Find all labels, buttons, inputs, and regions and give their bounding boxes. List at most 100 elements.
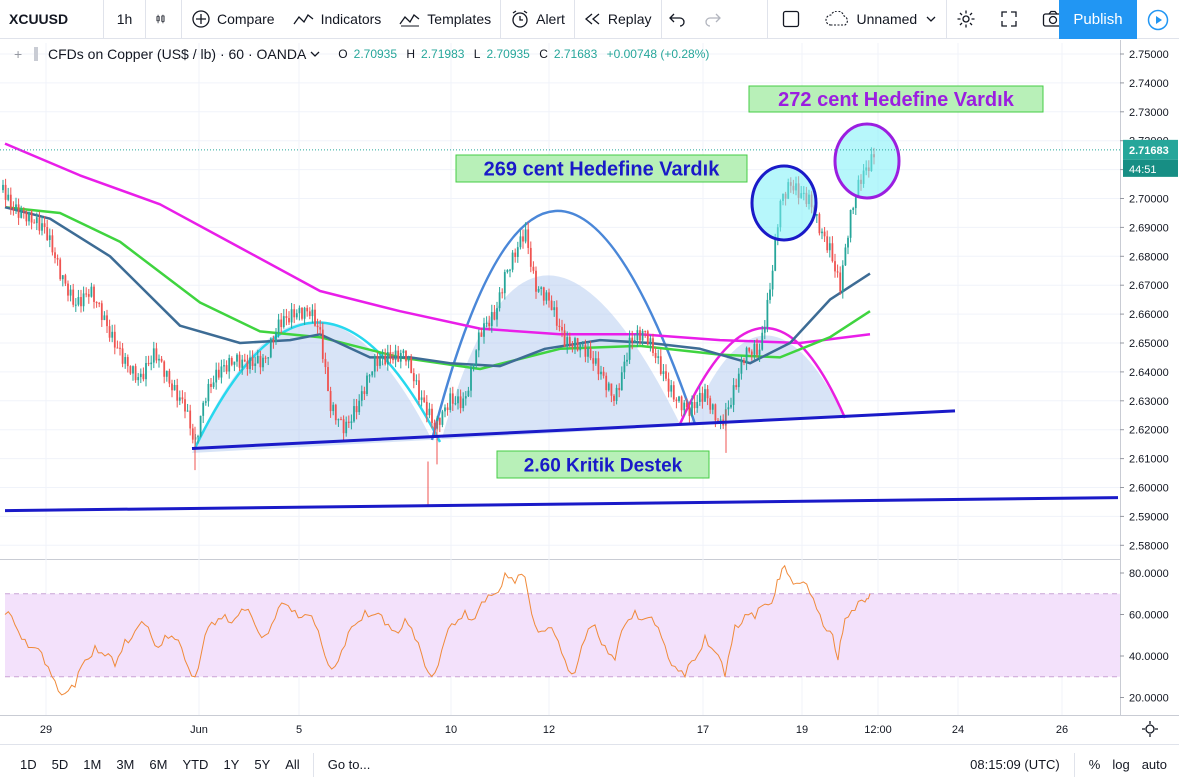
caret-down-icon[interactable]	[310, 50, 320, 58]
candle-body	[685, 402, 688, 408]
candle-body	[264, 357, 267, 359]
candle-body	[532, 266, 535, 271]
undo-button[interactable]	[662, 0, 698, 39]
templates-button[interactable]: Templates	[390, 0, 502, 39]
target-269-circle	[750, 164, 818, 242]
goto-button[interactable]: Go to...	[327, 757, 371, 772]
candle-body	[28, 211, 30, 222]
range-button-5d[interactable]: 5D	[51, 757, 69, 772]
candle-body	[441, 411, 444, 425]
countdown-text: 44:51	[1129, 164, 1157, 176]
play-button[interactable]	[1137, 0, 1179, 39]
indicators-button[interactable]: Indicators	[284, 0, 391, 39]
candle-body	[129, 366, 132, 374]
candle-body	[418, 380, 420, 400]
candle-body	[158, 358, 160, 361]
candle-body	[506, 269, 509, 273]
fullscreen-toggle[interactable]	[768, 0, 816, 39]
candle-body	[67, 283, 69, 296]
price-tick-label: 2.59000	[1129, 511, 1169, 523]
auto-toggle[interactable]: auto	[1141, 757, 1167, 772]
fullscreen-button[interactable]	[991, 0, 1033, 39]
range-button-1d[interactable]: 1D	[20, 757, 37, 772]
candle-body	[298, 307, 301, 314]
compare-button[interactable]: Compare	[182, 0, 284, 39]
range-button-1y[interactable]: 1Y	[223, 757, 240, 772]
candle-body	[74, 304, 77, 306]
cloud-icon	[825, 11, 848, 26]
alert-button[interactable]: Alert	[501, 0, 575, 39]
log-toggle[interactable]: log	[1112, 757, 1130, 772]
candle-body	[592, 358, 595, 364]
candle-body	[139, 373, 142, 378]
price-chart[interactable]: 272 cent Hedefine Vardık 269 cent Hedefin…	[0, 40, 1179, 744]
candle-body	[267, 357, 270, 359]
candle-body	[126, 357, 129, 367]
candle-body	[628, 337, 631, 360]
drag-handle[interactable]	[34, 47, 38, 61]
candle-body	[303, 307, 306, 319]
utc-clock[interactable]: 08:15:09 (UTC)	[970, 757, 1060, 772]
candle-body	[626, 359, 628, 362]
candle-body	[425, 401, 428, 416]
candle-body	[472, 364, 475, 367]
candle-body	[345, 421, 348, 434]
settings-button[interactable]	[947, 0, 991, 39]
percent-toggle[interactable]: %	[1088, 757, 1101, 772]
time-tick-label: 10	[445, 724, 457, 736]
candle-body	[680, 396, 683, 411]
candles-icon	[156, 14, 165, 24]
range-button-all[interactable]: All	[285, 757, 300, 772]
range-button-1m[interactable]: 1M	[83, 757, 102, 772]
candle-body	[295, 313, 298, 318]
candle-body	[600, 371, 602, 375]
trend-line	[4, 496, 1119, 513]
replay-button[interactable]: Replay	[575, 0, 662, 39]
plus-icon[interactable]: +	[14, 46, 23, 62]
candle-body	[243, 359, 246, 362]
candle-body	[566, 337, 569, 347]
candle-body	[56, 258, 59, 260]
open-value: 2.70935	[353, 47, 398, 61]
candle-body	[735, 385, 738, 388]
redo-button[interactable]	[698, 0, 768, 39]
chart-style-button[interactable]	[146, 0, 182, 39]
candle-body	[160, 358, 163, 362]
candle-body	[98, 303, 101, 305]
high-label: H	[406, 47, 416, 61]
moving-average-line	[4, 205, 871, 368]
candle-body	[766, 299, 769, 328]
candle-body	[173, 384, 176, 391]
interval-button[interactable]: 1h	[104, 0, 146, 39]
candle-body	[197, 436, 199, 438]
axis-settings-gear-icon[interactable]	[1142, 721, 1158, 737]
candle-body	[730, 404, 732, 408]
candle-body	[121, 348, 124, 364]
range-button-3m[interactable]: 3M	[116, 757, 135, 772]
candle-body	[462, 398, 465, 409]
candle-body	[672, 385, 675, 400]
candle-body	[246, 361, 249, 370]
annotation-text: 272 cent Hedefine Vardık	[778, 89, 1015, 111]
candle-body	[77, 297, 80, 305]
publish-button[interactable]: Publish	[1059, 0, 1137, 39]
candle-body	[563, 330, 566, 347]
templates-label: Templates	[427, 11, 492, 27]
candle-body	[451, 393, 454, 404]
candle-body	[376, 355, 379, 366]
candle-body	[841, 265, 844, 292]
layout-menu[interactable]: Unnamed	[816, 0, 948, 39]
candle-body	[555, 307, 558, 326]
range-button-6m[interactable]: 6M	[149, 757, 168, 772]
candle-body	[220, 366, 223, 378]
annotation-box	[496, 450, 710, 479]
axis-settings-gear-icon[interactable]	[1145, 724, 1155, 734]
range-button-5y[interactable]: 5Y	[254, 757, 271, 772]
candle-body	[652, 338, 654, 353]
candle-body	[834, 261, 836, 272]
range-button-ytd[interactable]: YTD	[182, 757, 209, 772]
candle-body	[854, 197, 857, 209]
symbol-search[interactable]: XCUUSD	[0, 0, 104, 39]
candle-body	[753, 343, 756, 355]
annotation-box	[748, 85, 1044, 113]
